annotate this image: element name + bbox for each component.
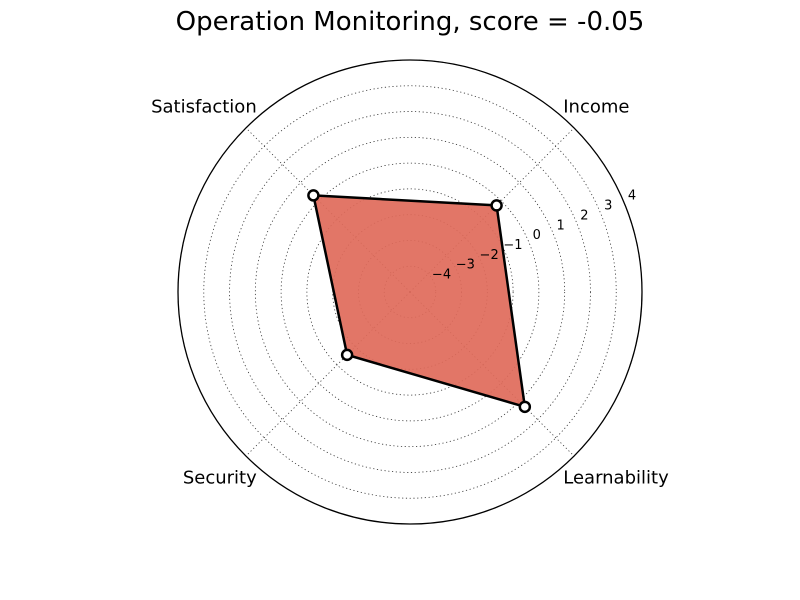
data-point-satisfaction xyxy=(307,189,320,202)
label-layer: −4 −3 −2 −1 01 2 3 4 Income Learnability Security S… xyxy=(151,97,669,489)
grid-circle-5 xyxy=(254,136,566,448)
axis-label-learnability: Learnability xyxy=(563,467,669,488)
axis-label-income: Income xyxy=(563,97,629,118)
outer-circle xyxy=(177,59,643,525)
axis-label-security: Security xyxy=(183,467,257,488)
series-layer xyxy=(307,189,532,414)
grid-circle-4 xyxy=(280,162,540,422)
r-tick-label-6: 2 xyxy=(580,208,588,223)
r-tick-label-0: −4 xyxy=(432,268,451,283)
r-tick-label-3: −1 xyxy=(503,238,522,253)
r-tick-label-8: 4 xyxy=(628,189,636,204)
grid-circle-6 xyxy=(229,111,591,473)
axis-label-satisfaction: Satisfaction xyxy=(151,97,257,118)
data-point-income xyxy=(490,199,503,212)
r-tick-label-2: −2 xyxy=(480,248,499,263)
r-tick-label-5: 1 xyxy=(556,218,564,233)
series-area xyxy=(312,194,527,409)
r-tick-label-7: 3 xyxy=(604,199,612,214)
r-tick-label-1: −3 xyxy=(456,258,475,273)
data-point-security xyxy=(340,348,354,362)
grid-circle-7 xyxy=(203,85,617,499)
grid-circle-3 xyxy=(306,188,514,396)
data-point-learnability xyxy=(518,400,532,414)
r-tick-label-4: 0 xyxy=(533,228,541,243)
chart-title: Operation Monitoring, score = -0.05 xyxy=(176,7,645,37)
